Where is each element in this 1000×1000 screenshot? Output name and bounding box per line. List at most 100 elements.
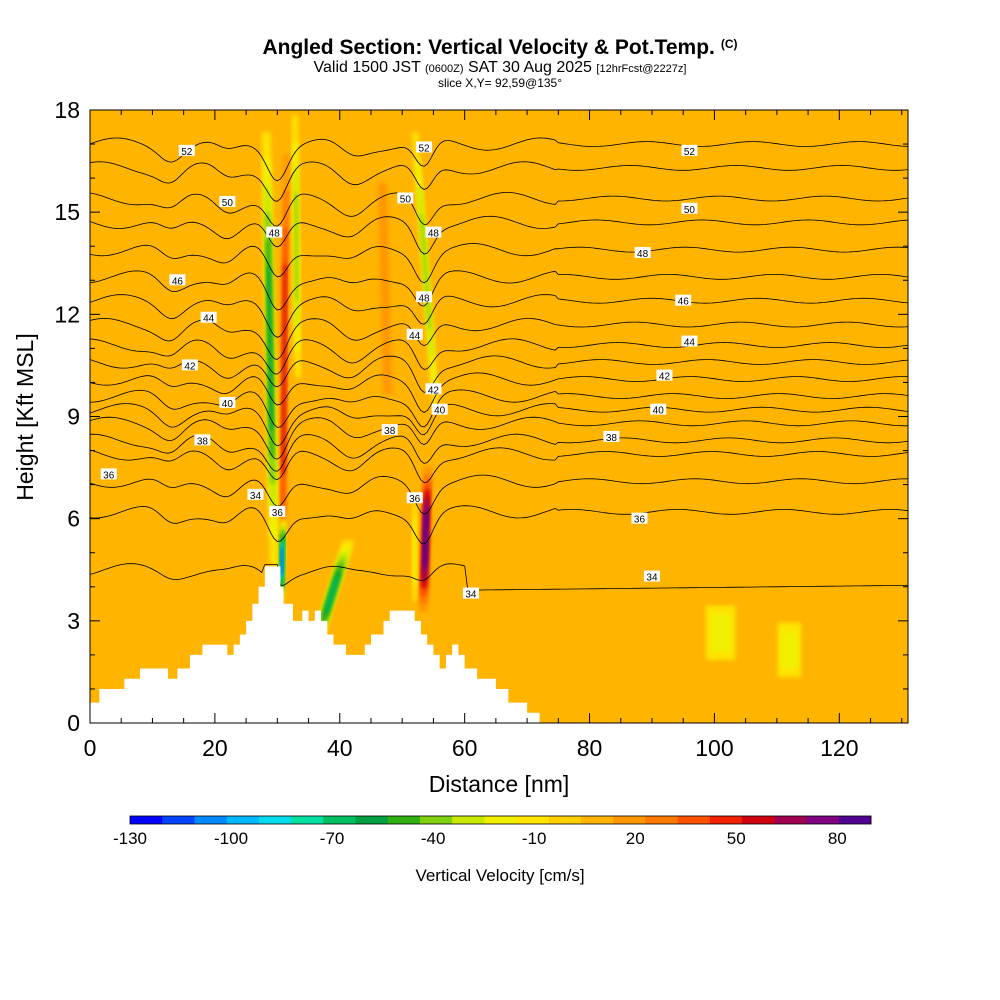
y-axis-label: Height [Kft MSL]	[12, 333, 38, 500]
contour-label-text: 34	[250, 491, 262, 502]
title-mark: (C)	[720, 37, 738, 51]
chart-subtitle: Valid 1500 JST (0600Z) SAT 30 Aug 2025 […	[0, 59, 1000, 77]
contour-label: 42	[656, 369, 673, 383]
updraft-4-level	[158, 144, 178, 638]
contour-label-text: 48	[428, 229, 440, 240]
contour-label-text: 36	[103, 470, 115, 481]
x-tick-label: 40	[327, 735, 353, 761]
contour-label-text: 34	[646, 573, 658, 584]
chart-title: Angled Section: Vertical Velocity & Pot.…	[262, 36, 738, 59]
contour-label-bg	[603, 430, 620, 442]
contour-label-text: 50	[684, 205, 696, 216]
contour-label: 52	[416, 141, 433, 154]
contour-label-bg	[425, 226, 442, 238]
contour-label-text: 38	[197, 436, 209, 447]
contour-label-bg	[631, 512, 648, 524]
contour-label-bg	[100, 468, 117, 480]
contour-47-5	[90, 270, 908, 311]
downdraft-5	[412, 504, 418, 601]
colorbar-swatch	[387, 816, 421, 824]
contour-label-bg	[269, 505, 286, 517]
updraft-6-level	[605, 110, 656, 706]
contour-label: 34	[462, 587, 479, 601]
downdraft-7-level	[781, 631, 798, 669]
colorbar-swatch	[645, 816, 679, 824]
updraft-10	[692, 633, 699, 707]
contour-label: 36	[269, 505, 286, 519]
updraft-6	[605, 110, 656, 706]
contour-44-8	[90, 338, 908, 375]
valid-date: SAT 30 Aug 2025	[468, 59, 592, 76]
contour-label-bg	[169, 274, 186, 286]
colorbar-swatch	[419, 816, 453, 824]
y-tick-label: 0	[67, 710, 80, 736]
contour-label: 48	[416, 291, 433, 304]
colorbar-swatch	[774, 816, 808, 824]
colorbar-swatch	[548, 816, 582, 824]
contour-label: 46	[675, 294, 692, 308]
downdraft-5-level	[413, 519, 417, 587]
updraft-3-level	[132, 144, 154, 638]
contour-label: 52	[178, 144, 195, 158]
contour-label-bg	[675, 294, 692, 306]
contour-label: 40	[219, 396, 236, 410]
contour-label-text: 42	[184, 361, 196, 372]
plot-area: 52 52 52 50 50 50 48 48 48 48 46 46 44 44 44 42 42 42 40 40…	[54, 97, 909, 761]
contour-label: 46	[169, 274, 186, 287]
contour-label: 50	[397, 192, 414, 206]
contour-label-bg	[406, 492, 423, 504]
contour-38-14	[90, 433, 908, 472]
contour-label: 44	[406, 328, 423, 342]
contour-label: 44	[200, 311, 217, 325]
colorbar-swatch	[355, 816, 389, 824]
updraft-5-level	[208, 179, 228, 603]
colorbar-frame	[129, 815, 872, 825]
colorbar-tick-label: -130	[113, 829, 147, 848]
contour-label-text: 48	[419, 293, 431, 304]
contour-label: 44	[681, 335, 698, 349]
x-axis-label: Distance [nm]	[429, 771, 570, 797]
downdraft-0-level	[267, 266, 274, 430]
contour-label-text: 36	[409, 494, 421, 505]
contour-label-text: 36	[634, 515, 646, 526]
contour-label-bg	[416, 291, 433, 303]
forecast-info: [12hrFcst@2227z]	[596, 63, 687, 75]
y-tick-label: 6	[67, 506, 80, 532]
colorbar-swatch	[291, 816, 324, 824]
contour-label-bg	[194, 434, 211, 446]
colorbar-swatch	[613, 816, 646, 824]
contour-label: 38	[603, 430, 620, 444]
contour-label-bg	[643, 570, 660, 582]
contour-label-text: 38	[384, 426, 396, 437]
contour-51-1	[90, 161, 908, 202]
contour-label-text: 48	[637, 249, 649, 260]
contour-label: 50	[681, 202, 698, 216]
contour-36-16	[90, 474, 908, 515]
contour-label-bg	[634, 247, 651, 259]
downdraft-6	[705, 605, 736, 661]
updraft-1-level	[423, 512, 429, 566]
contour-46-6	[90, 294, 908, 338]
updraft-9-level	[586, 632, 593, 708]
contour-label-text: 52	[684, 147, 696, 158]
contour-label-text: 44	[684, 338, 696, 349]
downdraft-2-level	[325, 577, 339, 610]
downdraft-1-level	[280, 548, 284, 575]
contour-label: 36	[100, 468, 117, 481]
contour-52-0	[90, 137, 908, 182]
colorbar-swatch	[677, 816, 711, 824]
updraft-1	[418, 458, 433, 620]
contour-label-bg	[178, 144, 195, 156]
contour-label-bg	[462, 587, 479, 599]
updraft-10-level	[692, 633, 699, 707]
contour-50-2	[90, 192, 908, 227]
updraft-4	[158, 144, 178, 638]
updraft-3	[132, 144, 154, 638]
terrain	[90, 566, 908, 723]
colorbar-swatch	[709, 816, 743, 824]
contour-label: 50	[219, 195, 236, 209]
y-tick-label: 3	[67, 608, 80, 634]
colorbar-tick-label: 20	[626, 829, 645, 848]
